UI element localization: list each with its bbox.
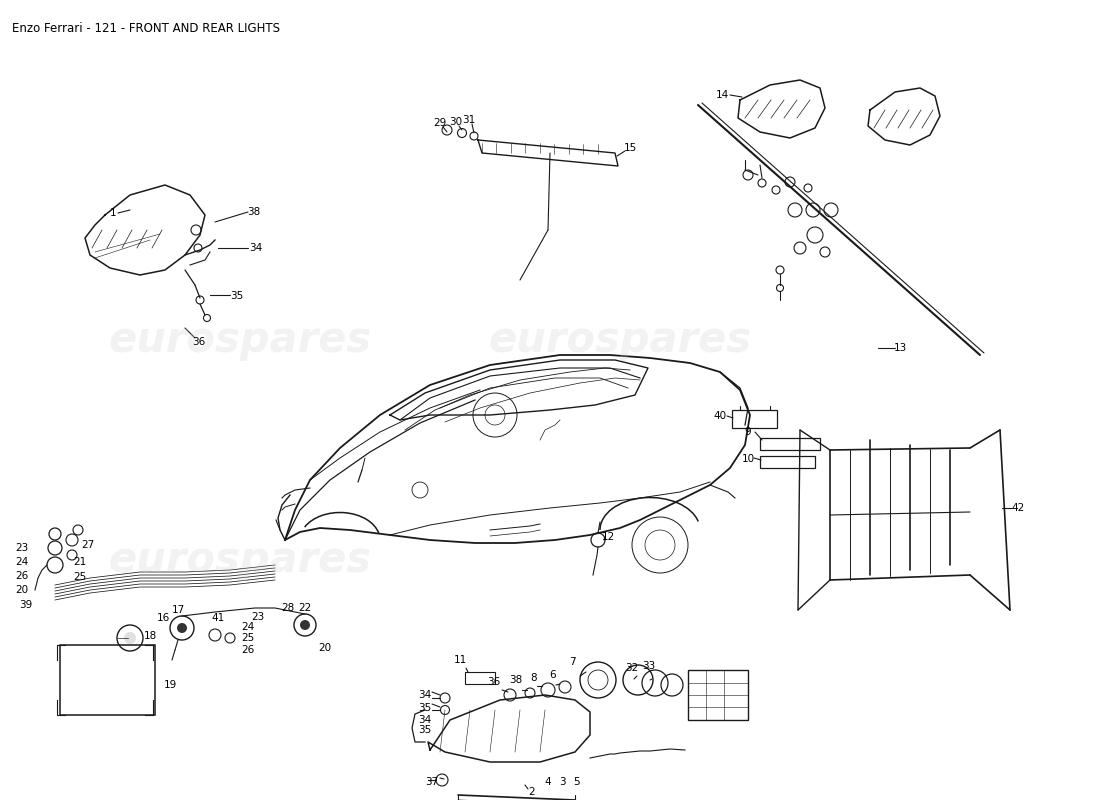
Text: 2: 2	[529, 787, 536, 797]
Text: 10: 10	[741, 454, 755, 464]
Text: 11: 11	[453, 655, 466, 665]
Text: 22: 22	[298, 603, 311, 613]
Circle shape	[177, 623, 187, 633]
Text: eurospares: eurospares	[109, 539, 372, 581]
Bar	[465, 672, 495, 684]
Text: 35: 35	[418, 725, 431, 735]
Text: 1: 1	[110, 208, 117, 218]
Bar	[60, 645, 155, 715]
Bar	[688, 670, 748, 720]
Text: 3: 3	[559, 777, 565, 787]
Text: 12: 12	[602, 532, 615, 542]
Text: 42: 42	[1011, 503, 1024, 513]
Text: 16: 16	[156, 613, 169, 623]
Text: 25: 25	[74, 572, 87, 582]
Text: 13: 13	[893, 343, 906, 353]
Text: 36: 36	[192, 337, 206, 347]
Text: 38: 38	[248, 207, 261, 217]
Text: 34: 34	[418, 715, 431, 725]
Text: eurospares: eurospares	[488, 319, 751, 361]
Text: 7: 7	[569, 657, 575, 667]
Text: 41: 41	[211, 613, 224, 623]
Text: Enzo Ferrari - 121 - FRONT AND REAR LIGHTS: Enzo Ferrari - 121 - FRONT AND REAR LIGH…	[12, 22, 280, 35]
Bar	[732, 410, 777, 428]
Text: 31: 31	[462, 115, 475, 125]
Text: 40: 40	[714, 411, 727, 421]
Text: 23: 23	[15, 543, 29, 553]
Text: 27: 27	[81, 540, 95, 550]
Text: 24: 24	[241, 622, 254, 632]
Text: 9: 9	[745, 427, 751, 437]
Text: 20: 20	[15, 585, 29, 595]
Text: 35: 35	[418, 703, 431, 713]
Text: 25: 25	[241, 633, 254, 643]
Text: 35: 35	[230, 291, 243, 301]
Text: 14: 14	[715, 90, 728, 100]
Text: 33: 33	[642, 661, 656, 671]
Circle shape	[124, 632, 136, 644]
Text: 19: 19	[164, 680, 177, 690]
Text: 20: 20	[318, 643, 331, 653]
Text: 21: 21	[74, 557, 87, 567]
Text: 37: 37	[426, 777, 439, 787]
Text: 26: 26	[241, 645, 254, 655]
Text: 8: 8	[530, 673, 537, 683]
Text: 36: 36	[487, 677, 500, 687]
Text: 5: 5	[573, 777, 580, 787]
Text: 6: 6	[550, 670, 557, 680]
Text: 28: 28	[282, 603, 295, 613]
Text: 38: 38	[509, 675, 522, 685]
Text: 4: 4	[544, 777, 551, 787]
Text: 24: 24	[15, 557, 29, 567]
Bar	[760, 438, 820, 450]
Text: 15: 15	[624, 143, 637, 153]
Text: 34: 34	[250, 243, 263, 253]
Text: 32: 32	[626, 663, 639, 673]
Text: 18: 18	[143, 631, 156, 641]
Text: 39: 39	[20, 600, 33, 610]
Text: 17: 17	[172, 605, 185, 615]
Text: 26: 26	[15, 571, 29, 581]
Text: 29: 29	[433, 118, 447, 128]
Text: 34: 34	[418, 690, 431, 700]
Text: 23: 23	[252, 612, 265, 622]
Text: eurospares: eurospares	[109, 319, 372, 361]
Bar	[760, 456, 815, 468]
Text: 30: 30	[450, 117, 463, 127]
Circle shape	[300, 620, 310, 630]
